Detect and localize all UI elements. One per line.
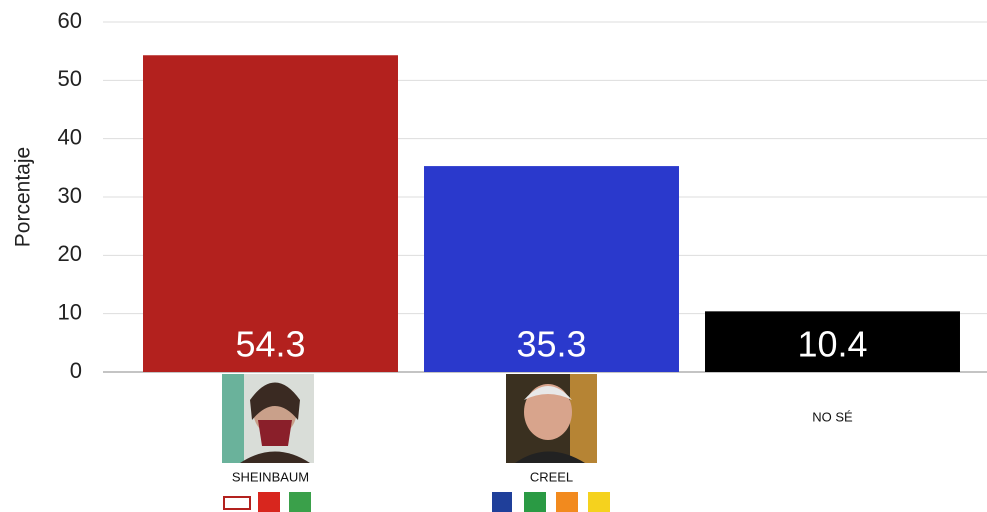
photo <box>222 374 314 463</box>
x-tick-label: CREEL <box>530 469 573 484</box>
page: Porcentaje 0 10 20 30 40 50 60 54.3 SHEINBAUM 35.… <box>0 0 987 512</box>
y-tick-label: 60 <box>58 8 82 33</box>
y-tick-label: 0 <box>70 358 82 383</box>
x-tick-label: SHEINBAUM <box>232 469 309 484</box>
value-label: 10.4 <box>797 324 867 365</box>
y-tick-label: 30 <box>58 183 82 208</box>
x-tick-label: NO SÉ <box>812 409 853 424</box>
party-logos <box>224 492 610 512</box>
y-tick-label: 20 <box>58 241 82 266</box>
y-tick-label: 50 <box>58 66 82 91</box>
y-tick-label: 10 <box>58 299 82 324</box>
chart: Porcentaje 0 10 20 30 40 50 60 54.3 SHEINBAUM 35.… <box>0 0 987 512</box>
value-label: 54.3 <box>235 324 305 365</box>
y-tick-label: 40 <box>58 124 82 149</box>
photo <box>506 374 597 463</box>
value-label: 35.3 <box>516 324 586 365</box>
y-axis-label: Porcentaje <box>12 147 35 247</box>
